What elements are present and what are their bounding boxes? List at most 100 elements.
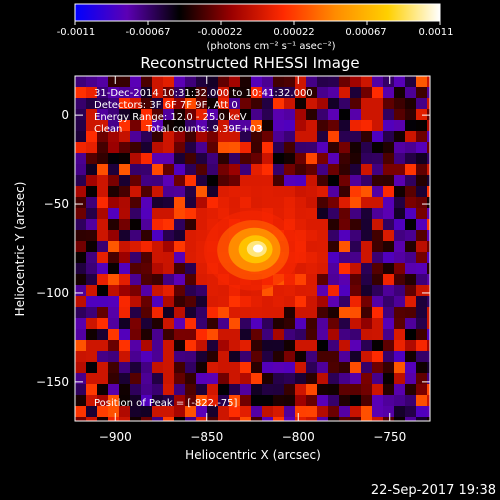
heatmap-cell bbox=[416, 241, 428, 253]
heatmap-cell bbox=[306, 153, 318, 165]
heatmap-cell bbox=[218, 307, 230, 319]
heatmap-cell bbox=[339, 395, 351, 407]
heatmap-cell bbox=[240, 307, 252, 319]
heatmap-cell bbox=[218, 175, 230, 187]
heatmap-cell bbox=[119, 164, 131, 176]
heatmap-cell bbox=[152, 208, 164, 220]
heatmap-cell bbox=[372, 153, 384, 165]
heatmap-cell bbox=[174, 373, 186, 385]
heatmap-cell bbox=[218, 164, 230, 176]
heatmap-cell bbox=[240, 406, 252, 418]
heatmap-cell bbox=[119, 241, 131, 253]
heatmap-cell bbox=[339, 87, 351, 99]
heatmap-cell bbox=[361, 98, 373, 110]
heatmap-cell bbox=[273, 318, 285, 330]
heatmap-cell bbox=[75, 142, 87, 154]
heatmap-cell bbox=[75, 164, 87, 176]
heatmap-cell bbox=[284, 175, 296, 187]
heatmap-cell bbox=[295, 186, 307, 198]
x-tick-label-0: −900 bbox=[99, 430, 132, 444]
heatmap-cell bbox=[394, 252, 406, 264]
heatmap-cell bbox=[284, 186, 296, 198]
heatmap-cell bbox=[141, 329, 153, 341]
heatmap-cell bbox=[405, 384, 417, 396]
heatmap-cell bbox=[306, 197, 318, 209]
heatmap-cell bbox=[251, 373, 263, 385]
heatmap-cell bbox=[405, 142, 417, 154]
heatmap-cell bbox=[394, 417, 406, 421]
heatmap-cell bbox=[251, 186, 263, 198]
heatmap-cell bbox=[361, 131, 373, 143]
heatmap-cell bbox=[97, 263, 109, 275]
heatmap-cell bbox=[284, 197, 296, 209]
heatmap-cell bbox=[119, 142, 131, 154]
heatmap-cell bbox=[416, 186, 428, 198]
colorbar-tick-label-0: -0.0011 bbox=[57, 27, 96, 38]
heatmap-cell bbox=[251, 142, 263, 154]
heatmap-cell bbox=[339, 274, 351, 286]
heatmap-cell bbox=[163, 307, 175, 319]
heatmap-cell bbox=[405, 362, 417, 374]
heatmap-cell bbox=[240, 340, 252, 352]
heatmap-cell bbox=[86, 208, 98, 220]
heatmap-cell bbox=[284, 120, 296, 132]
heatmap-cell bbox=[372, 142, 384, 154]
timestamp: 22-Sep-2017 19:38 bbox=[371, 483, 496, 498]
heatmap-cell bbox=[273, 351, 285, 363]
heatmap-cell bbox=[361, 351, 373, 363]
heatmap-cell bbox=[152, 362, 164, 374]
heatmap-cell bbox=[405, 340, 417, 352]
heatmap-cell bbox=[383, 351, 395, 363]
heatmap-cell bbox=[416, 76, 428, 88]
heatmap-cell bbox=[75, 87, 87, 99]
heatmap-cell bbox=[350, 307, 362, 319]
heatmap-cell bbox=[262, 164, 274, 176]
heatmap-cell bbox=[328, 230, 340, 242]
heatmap-cell bbox=[86, 142, 98, 154]
heatmap-cell bbox=[141, 395, 153, 407]
heatmap-cell bbox=[163, 120, 175, 132]
peak-position-text: Position of Peak = [-822,-75] bbox=[94, 398, 238, 409]
heatmap-cell bbox=[119, 230, 131, 242]
heatmap-cell bbox=[163, 285, 175, 297]
heatmap-cell bbox=[262, 197, 274, 209]
heatmap-cell bbox=[383, 340, 395, 352]
heatmap-cell bbox=[416, 307, 428, 319]
heatmap-cell bbox=[174, 219, 186, 231]
heatmap-cell bbox=[328, 197, 340, 209]
heatmap-cell bbox=[108, 219, 120, 231]
heatmap-cell bbox=[174, 329, 186, 341]
heatmap-cell bbox=[251, 109, 263, 121]
heatmap-cell bbox=[394, 340, 406, 352]
heatmap-cell bbox=[196, 252, 208, 264]
heatmap-cell bbox=[75, 230, 87, 242]
heatmap-cell bbox=[262, 153, 274, 165]
heatmap-cell bbox=[196, 340, 208, 352]
heatmap-cell bbox=[317, 208, 329, 220]
heatmap-cell bbox=[350, 87, 362, 99]
heatmap-cell bbox=[119, 263, 131, 275]
heatmap-cell bbox=[141, 219, 153, 231]
heatmap-cell bbox=[196, 153, 208, 165]
heatmap-cell bbox=[196, 131, 208, 143]
heatmap-cell bbox=[372, 329, 384, 341]
heatmap-cell bbox=[273, 285, 285, 297]
heatmap-cell bbox=[174, 98, 186, 110]
heatmap-cell bbox=[130, 131, 142, 143]
heatmap-cell bbox=[86, 406, 98, 418]
heatmap-cell bbox=[328, 252, 340, 264]
heatmap-cell bbox=[163, 362, 175, 374]
heatmap-cell bbox=[108, 285, 120, 297]
heatmap-cell bbox=[196, 274, 208, 286]
heatmap-cell bbox=[97, 164, 109, 176]
heatmap-cell bbox=[119, 208, 131, 220]
heatmap-cell bbox=[152, 307, 164, 319]
heatmap-cell bbox=[284, 351, 296, 363]
heatmap-cell bbox=[361, 384, 373, 396]
heatmap-cell bbox=[196, 406, 208, 418]
heatmap-cell bbox=[295, 285, 307, 297]
heatmap-cell bbox=[361, 230, 373, 242]
heatmap-cell bbox=[86, 186, 98, 198]
heatmap-cell bbox=[119, 274, 131, 286]
heatmap-cell bbox=[251, 307, 263, 319]
